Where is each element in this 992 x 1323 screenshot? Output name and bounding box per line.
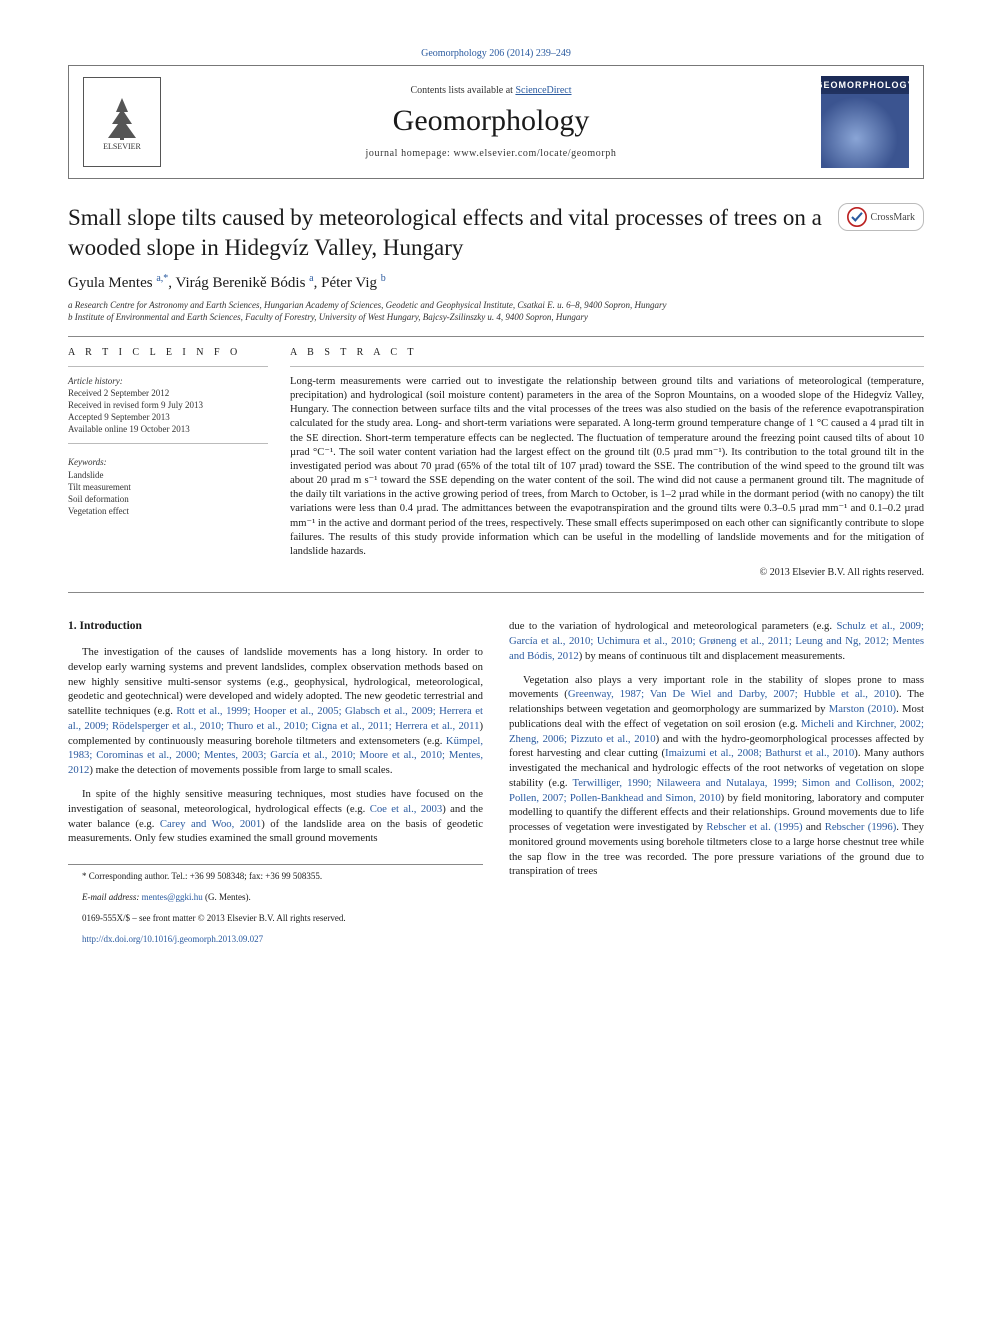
body-col-right: due to the variation of hydrological and… bbox=[509, 619, 924, 955]
rule-bottom bbox=[68, 592, 924, 593]
history-block: Article history: Received 2 September 20… bbox=[68, 375, 268, 436]
c2p1-a: due to the variation of hydrological and… bbox=[509, 620, 836, 632]
body-columns: 1. Introduction The investigation of the… bbox=[68, 619, 924, 955]
journal-reference: Geomorphology 206 (2014) 239–249 bbox=[68, 48, 924, 59]
cover-art bbox=[821, 94, 909, 168]
info-rule-1 bbox=[68, 366, 268, 367]
abstract-text: Long-term measurements were carried out … bbox=[290, 375, 924, 559]
c2p2-cite1[interactable]: Greenway, 1987; Van De Wiel and Darby, 2… bbox=[568, 688, 895, 700]
email-line: E-mail address: mentes@ggki.hu (G. Mente… bbox=[68, 892, 483, 904]
keyword-1: Landslide bbox=[68, 469, 268, 481]
info-rule-2 bbox=[68, 443, 268, 444]
history-online: Available online 19 October 2013 bbox=[68, 423, 268, 435]
c2p2-cite7[interactable]: Rebscher (1996) bbox=[825, 821, 897, 833]
keyword-4: Vegetation effect bbox=[68, 505, 268, 517]
history-head: Article history: bbox=[68, 376, 123, 386]
keyword-2: Tilt measurement bbox=[68, 481, 268, 493]
crossmark-badge[interactable]: CrossMark bbox=[838, 203, 924, 231]
col2-p1: due to the variation of hydrological and… bbox=[509, 619, 924, 663]
abstract-rule bbox=[290, 366, 924, 367]
title-row: Small slope tilts caused by meteorologic… bbox=[68, 203, 924, 263]
corresponding-author: * Corresponding author. Tel.: +36 99 508… bbox=[68, 871, 483, 883]
info-abstract-row: A R T I C L E I N F O Article history: R… bbox=[68, 347, 924, 578]
homepage-url: www.elsevier.com/locate/geomorph bbox=[454, 148, 617, 159]
p2-cite-2[interactable]: Carey and Woo, 2001 bbox=[160, 818, 261, 830]
copyright: © 2013 Elsevier B.V. All rights reserved… bbox=[290, 567, 924, 578]
affiliation-b: b Institute of Environmental and Earth S… bbox=[68, 312, 924, 322]
homepage-label: journal homepage: bbox=[366, 148, 454, 159]
cover-label: GEOMORPHOLOGY bbox=[816, 80, 915, 90]
elsevier-label: ELSEVIER bbox=[103, 142, 141, 151]
intro-p1: The investigation of the causes of lands… bbox=[68, 645, 483, 778]
article-info-head: A R T I C L E I N F O bbox=[68, 347, 268, 358]
journal-cover-thumb: GEOMORPHOLOGY bbox=[821, 76, 909, 168]
intro-p2: In spite of the highly sensitive measuri… bbox=[68, 787, 483, 846]
lists-line: Contents lists available at ScienceDirec… bbox=[175, 85, 807, 96]
history-revised: Received in revised form 9 July 2013 bbox=[68, 399, 268, 411]
journal-name: Geomorphology bbox=[175, 104, 807, 138]
footnote-block: * Corresponding author. Tel.: +36 99 508… bbox=[68, 864, 483, 946]
page: Geomorphology 206 (2014) 239–249 ELSEVIE… bbox=[0, 0, 992, 995]
email-link[interactable]: mentes@ggki.hu bbox=[142, 892, 203, 902]
c2p2-cite6[interactable]: Rebscher et al. (1995) bbox=[706, 821, 802, 833]
email-suffix: (G. Mentes). bbox=[203, 892, 251, 902]
crossmark-label: CrossMark bbox=[871, 212, 915, 223]
c2p2-cite2[interactable]: Marston (2010) bbox=[829, 703, 896, 715]
header-center: Contents lists available at ScienceDirec… bbox=[175, 85, 807, 159]
email-label: E-mail address: bbox=[82, 892, 142, 902]
c2p2-g: and bbox=[803, 821, 825, 833]
abstract-head: A B S T R A C T bbox=[290, 347, 924, 358]
keywords-head: Keywords: bbox=[68, 456, 268, 468]
issn-line: 0169-555X/$ – see front matter © 2013 El… bbox=[68, 913, 483, 925]
crossmark-icon bbox=[847, 207, 867, 227]
c2p1-b: ) by means of continuous tilt and displa… bbox=[579, 650, 845, 662]
section-1-head: 1. Introduction bbox=[68, 619, 483, 635]
doi-link[interactable]: http://dx.doi.org/10.1016/j.geomorph.201… bbox=[82, 934, 263, 944]
sciencedirect-link[interactable]: ScienceDirect bbox=[515, 85, 571, 96]
article-title: Small slope tilts caused by meteorologic… bbox=[68, 203, 826, 263]
c2p2-cite4[interactable]: Imaizumi et al., 2008; Bathurst et al., … bbox=[665, 747, 854, 759]
article-info-col: A R T I C L E I N F O Article history: R… bbox=[68, 347, 268, 578]
keywords-block: Keywords: Landslide Tilt measurement Soi… bbox=[68, 456, 268, 517]
history-accepted: Accepted 9 September 2013 bbox=[68, 411, 268, 423]
rule-top bbox=[68, 336, 924, 337]
history-received: Received 2 September 2012 bbox=[68, 387, 268, 399]
p2-cite-1[interactable]: Coe et al., 2003 bbox=[370, 803, 443, 815]
authors: Gyula Mentes a,*, Virág Berenikě Bódis a… bbox=[68, 273, 924, 292]
body-col-left: 1. Introduction The investigation of the… bbox=[68, 619, 483, 955]
col2-p2: Vegetation also plays a very important r… bbox=[509, 673, 924, 880]
lists-prefix: Contents lists available at bbox=[410, 85, 515, 96]
journal-header: ELSEVIER Contents lists available at Sci… bbox=[68, 65, 924, 179]
affiliation-a: a Research Centre for Astronomy and Eart… bbox=[68, 300, 924, 310]
elsevier-logo: ELSEVIER bbox=[83, 77, 161, 167]
keyword-3: Soil deformation bbox=[68, 493, 268, 505]
journal-homepage: journal homepage: www.elsevier.com/locat… bbox=[175, 148, 807, 159]
tree-icon bbox=[98, 94, 146, 142]
abstract-col: A B S T R A C T Long-term measurements w… bbox=[290, 347, 924, 578]
p1-text-c: ) make the detection of movements possib… bbox=[89, 764, 392, 776]
